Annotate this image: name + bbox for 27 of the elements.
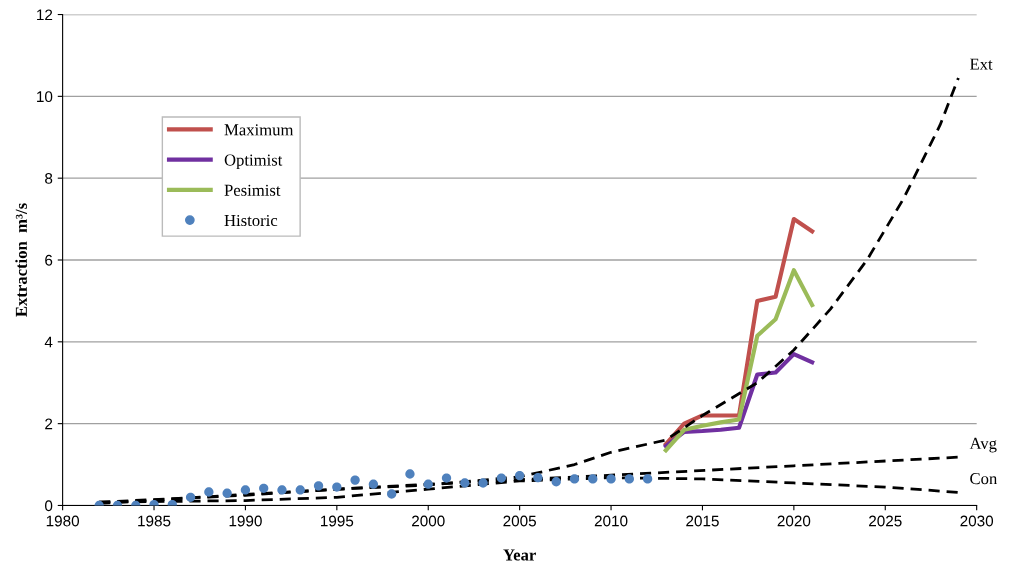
y-tick-label: 6 [45,254,53,266]
x-tick-label: 2025 [869,515,902,527]
legend-label: Maximum [224,124,294,136]
legend-label: Pesimist [224,184,281,196]
x-tick-label: 1990 [229,515,262,527]
series-label: Con [970,473,998,485]
x-tick-label: 1980 [46,515,80,527]
series-label: Ext [969,58,993,70]
y-tick-label: 10 [37,91,53,103]
x-tick-label: 2030 [960,515,994,527]
legend-label: Optimist [224,154,283,170]
x-tick-label: 2010 [594,515,628,527]
y-axis-title: Extraction m³/s [15,203,27,317]
legend-label: Historic [224,214,278,227]
y-tick-label: 4 [44,336,53,348]
y-tick-label: 12 [37,9,53,21]
y-tick-label: 2 [45,418,53,430]
x-tick-label: 2020 [777,515,811,527]
series-label: Avg [969,437,997,453]
x-tick-label: 2000 [412,515,445,527]
x-axis-title: Year [503,549,536,561]
x-tick-label: 1985 [138,515,171,527]
x-tick-label: 1995 [321,515,354,527]
y-tick-label: 0 [45,500,53,512]
y-tick-label: 8 [45,173,53,184]
x-tick-label: 2005 [503,515,536,527]
x-tick-label: 2015 [686,515,719,527]
